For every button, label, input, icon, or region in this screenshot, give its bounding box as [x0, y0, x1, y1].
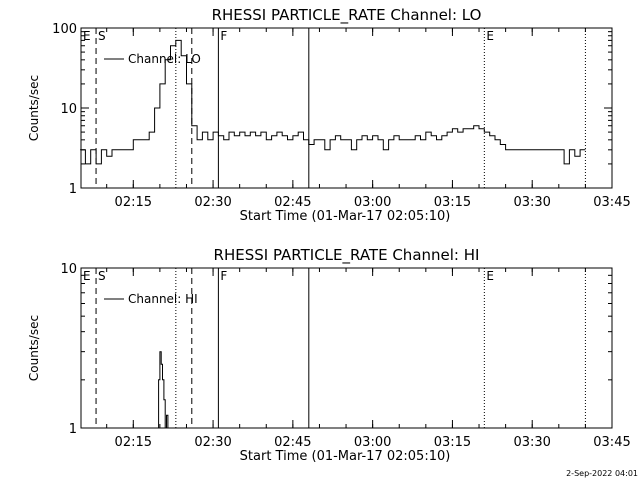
legend-label: Channel: LO [128, 52, 201, 66]
chart-title: RHESSI PARTICLE_RATE Channel: HI [214, 246, 480, 265]
y-tick-label: 1 [69, 422, 77, 437]
y-tick-label: 10 [60, 102, 77, 117]
x-tick-label: 02:15 [115, 195, 152, 210]
event-marker-label: F [220, 269, 227, 283]
y-axis-label: Counts/sec [27, 315, 41, 381]
x-tick-label: 03:30 [513, 195, 550, 210]
x-tick-label: 03:45 [593, 195, 630, 210]
y-tick-label: 1 [69, 182, 77, 197]
x-tick-label: 02:45 [274, 195, 311, 210]
x-tick-label: 03:15 [434, 435, 471, 450]
x-tick-label: 02:30 [194, 195, 231, 210]
x-tick-label: 02:15 [115, 435, 152, 450]
event-marker-label: E [83, 29, 91, 43]
chart-title: RHESSI PARTICLE_RATE Channel: LO [212, 6, 482, 25]
chart-panel: RHESSI PARTICLE_RATE Channel: HI Counts/s… [27, 246, 631, 464]
event-marker-label: E [486, 269, 494, 283]
x-tick-label: 02:30 [194, 435, 231, 450]
event-marker-label: E [83, 269, 91, 283]
event-marker-label: S [98, 29, 106, 43]
series-line [80, 39, 586, 165]
x-tick-label: 03:30 [513, 435, 550, 450]
x-tick-label: 03:45 [593, 435, 630, 450]
plot-timestamp: 2-Sep-2022 04:01 [566, 469, 638, 478]
chart-panel: RHESSI PARTICLE_RATE Channel: LO Counts/s… [27, 6, 631, 224]
y-tick-label: 10 [60, 262, 77, 277]
x-axis-label: Start Time (01-Mar-17 02:05:10) [240, 209, 451, 224]
event-marker-label: F [220, 29, 227, 43]
legend-label: Channel: HI [128, 292, 198, 306]
event-marker-label: S [98, 269, 106, 283]
y-axis-label: Counts/sec [27, 75, 41, 141]
x-tick-label: 03:15 [434, 195, 471, 210]
series-line [157, 351, 170, 429]
x-axis-label: Start Time (01-Mar-17 02:05:10) [240, 449, 451, 464]
y-tick-label: 100 [52, 22, 77, 37]
x-tick-label: 02:45 [274, 435, 311, 450]
event-marker-label: E [486, 29, 494, 43]
x-tick-label: 03:00 [354, 435, 391, 450]
x-tick-label: 03:00 [354, 195, 391, 210]
